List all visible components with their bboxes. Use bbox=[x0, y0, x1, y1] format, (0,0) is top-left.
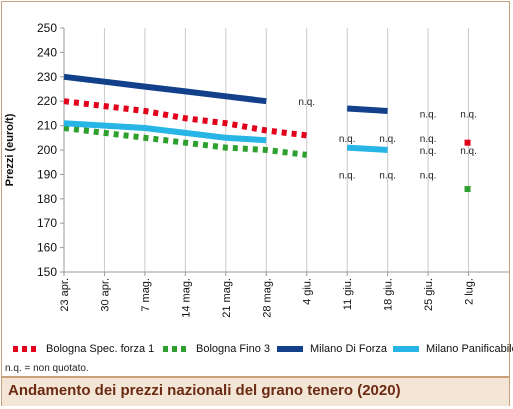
legend-swatch bbox=[393, 346, 419, 352]
data-point bbox=[464, 139, 471, 146]
y-tick-label: 170 bbox=[37, 216, 57, 230]
legend-item: Bologna Spec. forza 1 bbox=[12, 340, 154, 358]
legend-item: Bologna Fino 3 bbox=[162, 340, 270, 358]
y-tick-label: 180 bbox=[37, 192, 57, 206]
y-tick-label: 240 bbox=[37, 45, 57, 59]
annotation-label: n.q. bbox=[420, 170, 437, 181]
annotation-label: n.q. bbox=[460, 109, 477, 120]
footnote: n.q. = non quotato. bbox=[5, 363, 89, 374]
x-tick-label: 18 giu. bbox=[383, 278, 395, 311]
series-line bbox=[63, 120, 267, 144]
x-tick-label: 4 giu. bbox=[302, 278, 314, 305]
legend-label: Bologna Fino 3 bbox=[196, 343, 270, 355]
x-tick-label: 23 apr. bbox=[59, 278, 71, 312]
y-tick-label: 190 bbox=[37, 167, 57, 181]
series-line bbox=[347, 105, 388, 114]
y-tick-label: 150 bbox=[37, 265, 57, 279]
series-line bbox=[63, 98, 308, 139]
y-tick-label: 210 bbox=[37, 119, 57, 133]
chart-legend: Bologna Spec. forza 1 Bologna Fino 3 Milan… bbox=[12, 340, 513, 358]
y-tick-label: 200 bbox=[37, 143, 57, 157]
legend-swatch bbox=[163, 346, 189, 352]
y-tick-label: 250 bbox=[37, 21, 57, 35]
y-tick-label: 160 bbox=[37, 241, 57, 255]
line-chart: 150 160 170 180 190 200 210 220 230 240 250 23 apr.… bbox=[4, 21, 509, 318]
legend-item: Milano Di Forza bbox=[276, 340, 387, 358]
annotation-label: n.q. bbox=[420, 134, 437, 145]
legend-swatch bbox=[277, 346, 303, 352]
legend-label: Milano Panificabile bbox=[426, 343, 513, 355]
x-tick-label: 21 mag. bbox=[221, 278, 233, 318]
legend-swatch bbox=[13, 346, 39, 352]
annotation-label: n.q. bbox=[420, 109, 437, 120]
annotation-label: n.q. bbox=[460, 146, 477, 157]
legend-label: Milano Di Forza bbox=[310, 343, 388, 355]
series-line bbox=[63, 73, 267, 105]
series-line bbox=[347, 144, 388, 153]
x-tick-label: 7 mag. bbox=[140, 278, 152, 312]
series-line bbox=[63, 125, 308, 158]
x-tick-label: 25 giu. bbox=[423, 278, 435, 311]
annotation-label: n.q. bbox=[298, 97, 315, 108]
annotation-label: n.q. bbox=[420, 146, 437, 157]
annotation-label: n.q. bbox=[379, 134, 396, 145]
x-tick-label: 14 mag. bbox=[180, 278, 192, 318]
legend-label: Bologna Spec. forza 1 bbox=[46, 343, 155, 355]
chart-title: Andamento dei prezzi nazionali del grano… bbox=[8, 382, 401, 399]
x-tick-label: 2 lug. bbox=[464, 278, 476, 305]
annotation-label: n.q. bbox=[379, 170, 396, 181]
legend-item: Milano Panificabile bbox=[392, 340, 513, 358]
x-tick-label: 30 apr. bbox=[99, 278, 111, 312]
x-tick-label: 28 mag. bbox=[261, 278, 273, 318]
annotation-label: n.q. bbox=[339, 134, 356, 145]
data-point bbox=[464, 186, 471, 193]
y-tick-label: 220 bbox=[37, 94, 57, 108]
y-tick-label: 230 bbox=[37, 70, 57, 84]
y-axis-label: Prezzi (euro/t) bbox=[4, 113, 16, 186]
annotation-label: n.q. bbox=[339, 170, 356, 181]
x-tick-label: 11 giu. bbox=[342, 278, 354, 310]
chart-title-bar: Andamento dei prezzi nazionali del grano… bbox=[2, 376, 509, 406]
